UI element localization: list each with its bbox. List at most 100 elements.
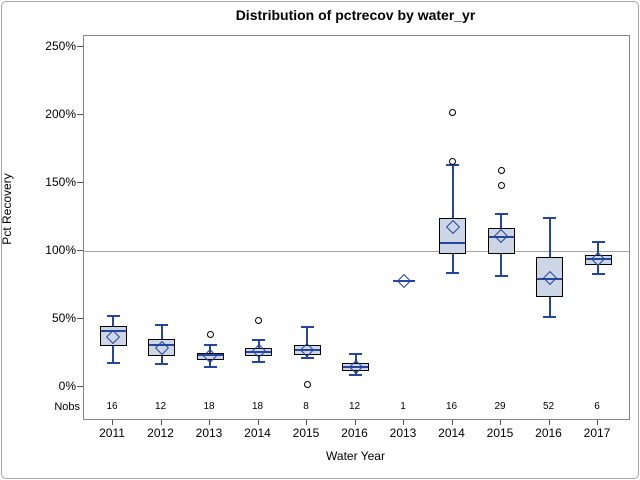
lower-whisker xyxy=(257,355,260,362)
upper-whisker-cap xyxy=(203,343,217,346)
upper-whisker xyxy=(451,165,454,219)
median-line xyxy=(100,330,126,333)
lower-whisker-cap xyxy=(300,357,314,360)
y-tick-label: 200% xyxy=(45,107,76,122)
lower-whisker xyxy=(209,359,211,367)
x-axis-tick xyxy=(112,420,113,425)
y-tick-label: 150% xyxy=(45,175,76,190)
upper-whisker xyxy=(112,316,114,326)
median-line xyxy=(197,354,223,357)
mean-diamond xyxy=(202,348,218,363)
nobs-value: 16 xyxy=(445,401,458,412)
x-tick-label: 2013 xyxy=(389,426,417,440)
x-axis-tick xyxy=(597,420,598,425)
x-tick-label: 2015 xyxy=(486,426,514,440)
x-tick-label: 2011 xyxy=(99,426,125,440)
x-axis-tick xyxy=(257,420,259,425)
lower-whisker xyxy=(354,370,357,376)
nobs-value: 18 xyxy=(203,401,215,412)
lower-whisker-cap xyxy=(203,365,217,368)
upper-whisker xyxy=(257,340,260,349)
x-axis-title: Water Year xyxy=(326,449,385,463)
nobs-value: 12 xyxy=(348,401,361,412)
lower-whisker-cap xyxy=(494,274,508,277)
nobs-value: 52 xyxy=(542,401,555,412)
x-axis-tick xyxy=(451,420,453,425)
outlier-point xyxy=(497,167,505,175)
lower-whisker-cap xyxy=(252,360,265,363)
upper-whisker-cap xyxy=(155,323,168,326)
y-tick-label: 100% xyxy=(45,243,76,258)
outlier-point xyxy=(449,157,456,165)
upper-whisker-cap xyxy=(300,326,314,329)
x-axis-tick xyxy=(209,420,210,425)
x-axis-tick xyxy=(403,420,404,425)
median-line xyxy=(537,277,562,280)
nobs-value: 6 xyxy=(594,401,600,412)
y-axis-tick xyxy=(77,250,83,252)
y-axis-tick xyxy=(77,114,83,116)
nobs-value: 12 xyxy=(154,401,167,412)
lower-whisker xyxy=(306,355,308,359)
iqr-box xyxy=(439,218,466,254)
lower-whisker xyxy=(500,253,502,276)
x-axis-tick xyxy=(306,420,307,425)
x-tick-label: 2014 xyxy=(438,426,465,440)
nobs-value: 1 xyxy=(400,401,406,412)
outlier-point xyxy=(497,182,505,190)
y-axis-tick xyxy=(77,318,83,320)
x-tick-label: 2016 xyxy=(341,426,368,440)
x-axis-tick xyxy=(160,420,162,425)
x-tick-label: 2017 xyxy=(583,426,611,440)
single-obs-median-line xyxy=(393,280,415,282)
mean-diamond xyxy=(396,273,412,289)
upper-whisker xyxy=(500,214,502,228)
x-tick-label: 2015 xyxy=(292,426,320,440)
outlier-point xyxy=(449,108,456,116)
lower-whisker-cap xyxy=(543,316,556,319)
upper-whisker xyxy=(160,324,163,340)
outlier-point xyxy=(303,380,311,388)
mean-diamond xyxy=(348,359,363,374)
iqr-box xyxy=(487,227,515,254)
iqr-box xyxy=(536,257,563,298)
iqr-box xyxy=(196,353,224,360)
iqr-box xyxy=(148,339,175,356)
y-axis-tick xyxy=(77,46,83,48)
upper-whisker xyxy=(354,354,357,364)
upper-whisker-cap xyxy=(446,164,459,167)
upper-whisker-cap xyxy=(106,315,120,318)
median-line xyxy=(585,258,611,261)
lower-whisker xyxy=(112,346,114,363)
lower-whisker xyxy=(548,297,551,318)
upper-whisker-cap xyxy=(591,240,605,243)
upper-whisker-cap xyxy=(543,217,556,220)
upper-whisker-cap xyxy=(349,353,362,356)
nobs-value: 18 xyxy=(251,401,264,412)
upper-whisker xyxy=(209,344,211,354)
upper-whisker xyxy=(597,241,599,256)
x-axis-tick xyxy=(500,420,501,425)
median-line xyxy=(149,343,174,346)
nobs-row-label: Nobs xyxy=(54,401,80,413)
upper-whisker xyxy=(306,327,308,345)
mean-diamond xyxy=(251,343,266,359)
upper-whisker xyxy=(548,218,551,258)
chart-title: Distribution of pctrecov by water_yr xyxy=(235,7,476,23)
nobs-value: 29 xyxy=(494,401,506,412)
y-axis-tick xyxy=(77,386,83,388)
outlier-point xyxy=(206,330,214,338)
lower-whisker-cap xyxy=(155,362,168,365)
y-tick-label: 50% xyxy=(51,311,76,326)
x-tick-label: 2013 xyxy=(195,426,223,440)
median-line xyxy=(246,350,271,353)
lower-whisker-cap xyxy=(349,374,362,377)
nobs-value: 16 xyxy=(106,401,118,412)
x-tick-label: 2014 xyxy=(244,426,271,440)
median-line xyxy=(488,236,514,239)
lower-whisker xyxy=(160,355,163,364)
lower-whisker-cap xyxy=(106,361,120,364)
upper-whisker-cap xyxy=(494,213,508,216)
x-tick-label: 2012 xyxy=(147,426,174,440)
